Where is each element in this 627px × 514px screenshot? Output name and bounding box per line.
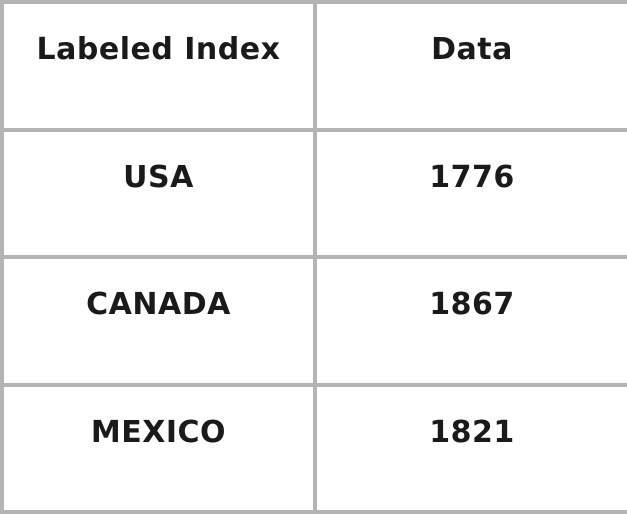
- table-row: MEXICO 1821: [0, 382, 627, 514]
- data-value: 1821: [429, 414, 515, 450]
- data-cell: 1776: [313, 127, 627, 260]
- table-row: CANADA 1867: [0, 255, 627, 387]
- data-cell: 1821: [313, 382, 627, 514]
- index-value: CANADA: [86, 287, 231, 323]
- data-cell: 1867: [313, 255, 627, 387]
- data-value: 1776: [429, 160, 515, 195]
- index-value: USA: [123, 160, 194, 195]
- column-header-data: Data: [313, 0, 627, 132]
- column-header-label: Data: [431, 32, 513, 67]
- index-cell: CANADA: [0, 255, 317, 387]
- index-value: MEXICO: [90, 414, 227, 450]
- column-header-label: Labeled Index: [36, 32, 281, 67]
- index-cell: MEXICO: [0, 382, 317, 514]
- table-row: USA 1776: [0, 127, 627, 260]
- index-cell: USA: [0, 127, 317, 260]
- table-header-row: Labeled Index Data: [0, 0, 627, 132]
- data-value: 1867: [429, 287, 515, 323]
- column-header-labeled-index: Labeled Index: [0, 0, 317, 132]
